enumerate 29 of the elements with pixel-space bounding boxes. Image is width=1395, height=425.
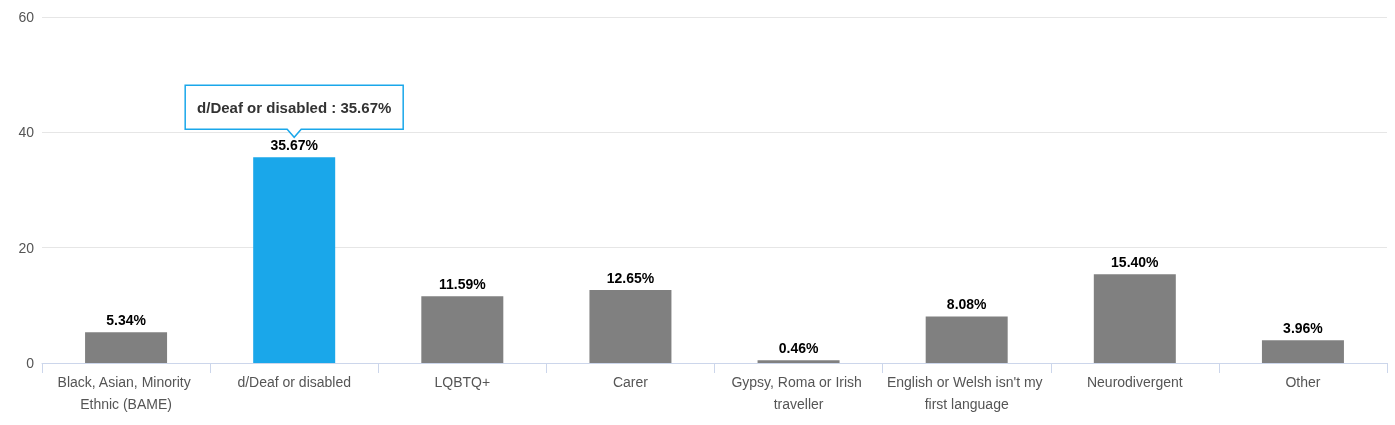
y-tick-label: 0 bbox=[26, 355, 35, 371]
x-tick-label: d/Deaf or disabled bbox=[237, 374, 352, 390]
bar bbox=[925, 316, 1008, 363]
x-tick-label: Neurodivergent bbox=[1086, 374, 1183, 390]
x-tick-label: Black, Asian, Minority Ethnic (BAME) bbox=[57, 374, 195, 412]
y-tick-label: 20 bbox=[18, 239, 35, 256]
data-label: 11.59% bbox=[438, 276, 487, 293]
y-tick-label: 60 bbox=[18, 9, 35, 25]
x-tick-label: Carer bbox=[612, 374, 649, 390]
bar bbox=[85, 332, 168, 363]
bar bbox=[1093, 274, 1176, 363]
annotation: d/Deaf or disabled : 35.67% bbox=[197, 98, 392, 116]
bar bbox=[589, 290, 672, 363]
bar bbox=[421, 296, 504, 363]
x-tick-label: Gypsy, Roma or Irish traveller bbox=[731, 374, 866, 412]
data-label: 12.65% bbox=[606, 270, 655, 287]
data-label: 15.40% bbox=[1111, 254, 1160, 271]
data-label: 35.67% bbox=[270, 137, 319, 154]
data-label: 5.34% bbox=[106, 312, 147, 329]
x-tick-label: Other bbox=[1285, 374, 1321, 390]
data-label: 0.46% bbox=[778, 340, 819, 357]
data-label: 3.96% bbox=[1283, 320, 1324, 337]
y-tick-label: 40 bbox=[18, 124, 35, 141]
bar bbox=[1261, 340, 1344, 363]
x-tick-label: LQBTQ+ bbox=[434, 374, 491, 390]
x-tick-label: English or Welsh isn't my first language bbox=[886, 374, 1047, 412]
bar bbox=[757, 360, 840, 363]
data-label: 8.08% bbox=[946, 296, 988, 313]
bar bbox=[253, 157, 336, 363]
